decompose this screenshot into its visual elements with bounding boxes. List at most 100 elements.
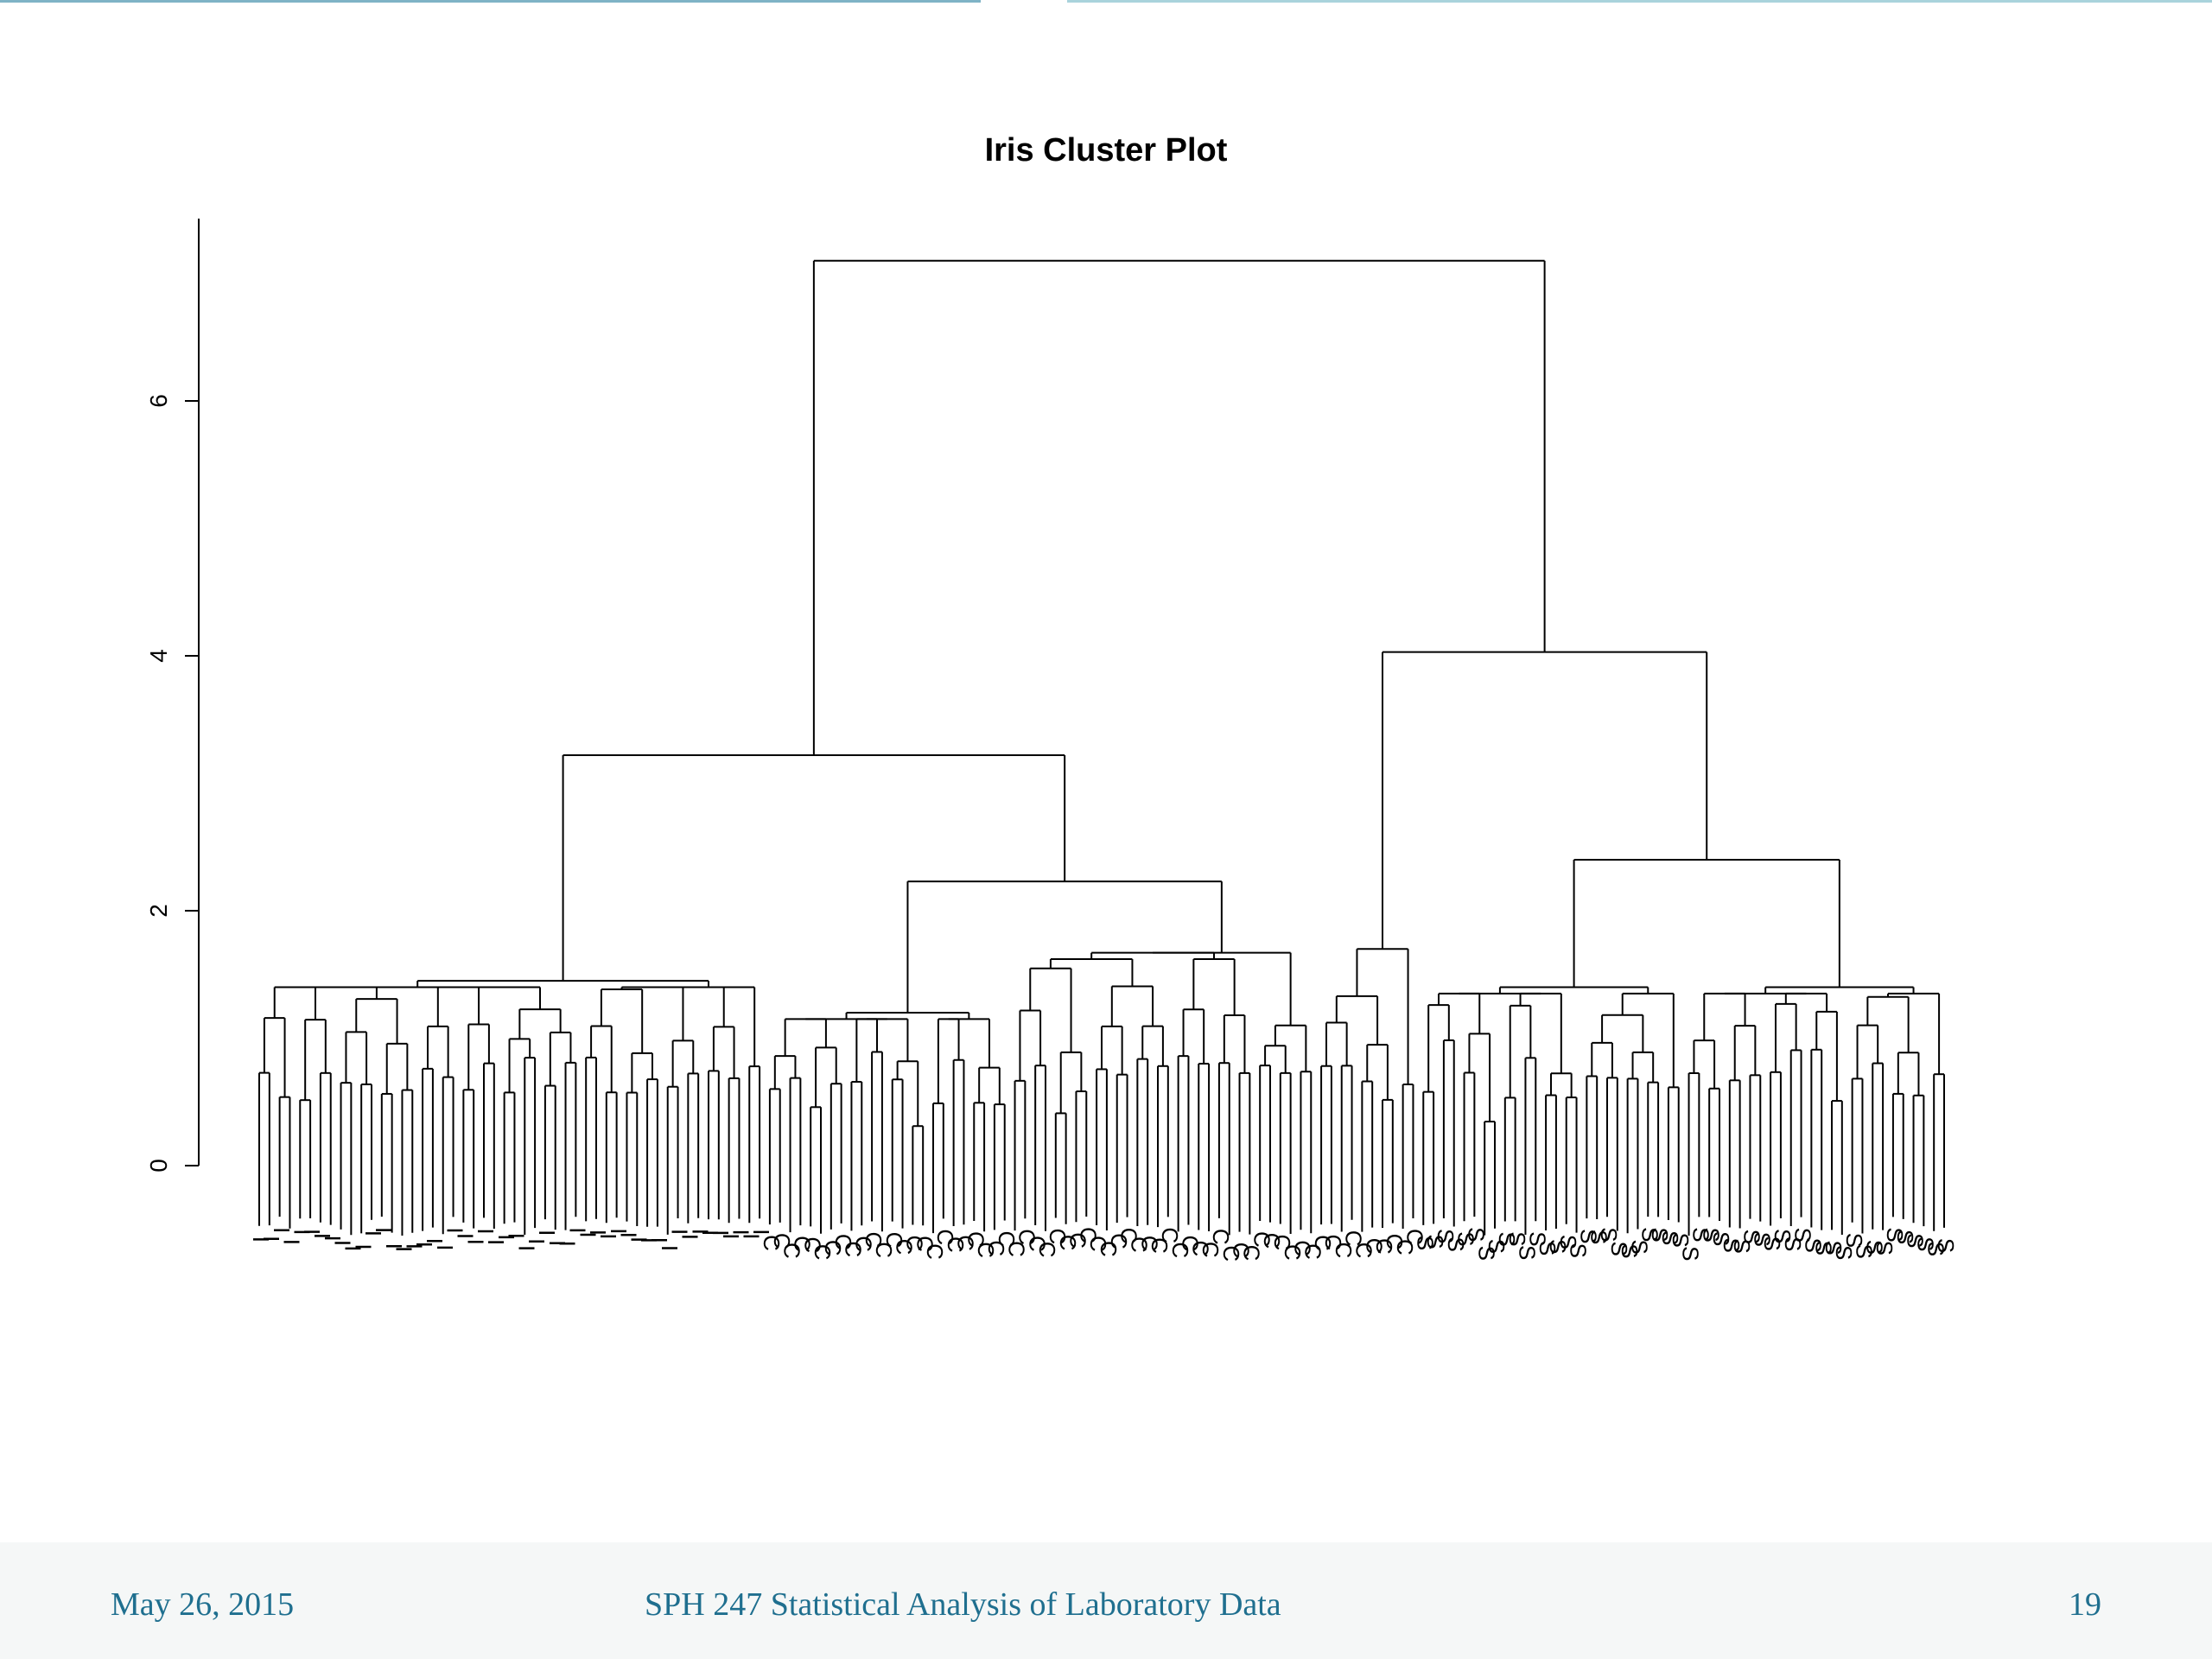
leaf-label: I <box>575 1231 601 1237</box>
leaf-label: S <box>1494 1231 1520 1246</box>
leaf-label: C <box>901 1236 927 1252</box>
leaf-label: C <box>1116 1228 1142 1244</box>
leaf-label: I <box>483 1239 509 1245</box>
leaf-label: S <box>1810 1241 1836 1255</box>
leaf-label: I <box>657 1245 683 1251</box>
leaf-label: I <box>432 1244 458 1250</box>
leaf-label: C <box>871 1242 897 1258</box>
leaf-label: S <box>1852 1244 1878 1259</box>
leaf-label: C <box>1218 1245 1244 1262</box>
leaf-label: I <box>330 1240 356 1246</box>
leaf-label: I <box>391 1246 417 1252</box>
leaf-label: I <box>738 1233 764 1239</box>
leaf-label: I <box>360 1230 386 1236</box>
leaf-label: C <box>1034 1242 1060 1258</box>
leaf-label: C <box>1126 1236 1152 1253</box>
leaf-label: C <box>1198 1242 1224 1258</box>
leaf-label: I <box>248 1236 274 1243</box>
leaf-label: C <box>881 1232 907 1249</box>
leaf-label: I <box>442 1227 468 1233</box>
leaf-label: S <box>1463 1227 1489 1242</box>
leaf-label: S <box>1575 1229 1601 1243</box>
leaf-label: I <box>309 1233 335 1239</box>
leaf-label: C <box>1402 1229 1428 1245</box>
leaf-label: I <box>258 1236 284 1242</box>
leaf-label: I <box>320 1236 346 1242</box>
leaf-label: I <box>269 1227 295 1233</box>
leaf-label: S <box>1484 1239 1510 1254</box>
leaf-label: C <box>799 1236 825 1253</box>
leaf-label: S <box>1780 1236 1806 1251</box>
leaf-label: S <box>1627 1239 1653 1254</box>
leaf-label: I <box>564 1227 590 1233</box>
leaf-label: I <box>544 1240 570 1246</box>
leaf-label: C <box>810 1244 836 1261</box>
footer-date: May 26, 2015 <box>111 1586 295 1623</box>
footer-course-title: SPH 247 Statistical Analysis of Laborato… <box>645 1586 1281 1623</box>
leaf-label: I <box>462 1239 488 1245</box>
leaf-label: I <box>340 1245 365 1251</box>
leaf-label: S <box>1770 1229 1796 1243</box>
leaf-label: S <box>1473 1246 1499 1261</box>
leaf-label: C <box>1187 1241 1213 1257</box>
leaf-label: S <box>1790 1228 1816 1243</box>
leaf-label: C <box>1310 1235 1336 1251</box>
leaf-label: C <box>963 1231 988 1248</box>
leaf-label: S <box>1678 1246 1704 1261</box>
leaf-label: I <box>401 1243 427 1249</box>
leaf-label: I <box>585 1230 611 1236</box>
leaf-label: C <box>1208 1229 1234 1245</box>
y-tick-label: 0 <box>145 1159 172 1173</box>
leaf-label: C <box>983 1240 1009 1256</box>
leaf-label: I <box>606 1228 632 1234</box>
leaf-label: I <box>513 1245 539 1251</box>
chart-title: Iris Cluster Plot <box>985 132 1228 168</box>
leaf-label: C <box>1361 1238 1387 1255</box>
leaf-label: C <box>759 1235 785 1251</box>
leaf-label: C <box>932 1229 958 1245</box>
leaf-label: S <box>1617 1243 1643 1258</box>
leaf-label: I <box>504 1233 530 1239</box>
leaf-label: C <box>1300 1243 1325 1260</box>
leaf-label: C <box>1238 1245 1264 1262</box>
leaf-label: I <box>687 1229 713 1235</box>
leaf-label: C <box>830 1234 856 1250</box>
leaf-label: I <box>636 1237 662 1243</box>
leaf-label: C <box>1085 1236 1111 1252</box>
leaf-label: I <box>534 1230 560 1236</box>
leaf-label: C <box>1269 1235 1295 1251</box>
leaf-label: C <box>1004 1241 1030 1257</box>
leaf-label: S <box>1524 1231 1550 1246</box>
leaf-label: I <box>299 1229 325 1235</box>
y-tick-label: 4 <box>145 649 172 663</box>
leaf-label: S <box>1841 1233 1867 1248</box>
leaf-label: I <box>708 1230 734 1236</box>
leaf-label: I <box>350 1243 376 1249</box>
leaf-label: S <box>1903 1233 1929 1248</box>
leaf-label: S <box>1729 1239 1755 1254</box>
leaf-label: I <box>626 1236 652 1243</box>
footer-page-number: 19 <box>2069 1586 2101 1623</box>
leaf-label: S <box>1433 1229 1459 1243</box>
leaf-label: C <box>943 1236 969 1253</box>
leaf-label: S <box>1872 1241 1897 1255</box>
leaf-label: I <box>422 1238 448 1244</box>
leaf-label: C <box>1341 1230 1367 1247</box>
y-axis-ticks: 0 2 4 6 <box>145 394 199 1173</box>
leaf-label: S <box>1668 1233 1694 1248</box>
leaf-label: C <box>922 1243 948 1260</box>
leaf-label: C <box>912 1236 938 1252</box>
leaf-label: C <box>1351 1243 1376 1259</box>
leaf-label: S <box>1555 1235 1581 1249</box>
leaf-label: I <box>473 1228 499 1234</box>
leaf-label: C <box>769 1233 795 1249</box>
leaf-label: S <box>1933 1238 1959 1253</box>
leaf-label: C <box>1371 1238 1397 1255</box>
leaf-label: C <box>850 1236 876 1252</box>
leaf-label: S <box>1739 1230 1765 1244</box>
leaf-label: C <box>861 1232 887 1249</box>
leaf-label: C <box>1065 1232 1091 1249</box>
leaf-label: I <box>411 1242 437 1248</box>
leaf-label: S <box>1708 1231 1734 1246</box>
